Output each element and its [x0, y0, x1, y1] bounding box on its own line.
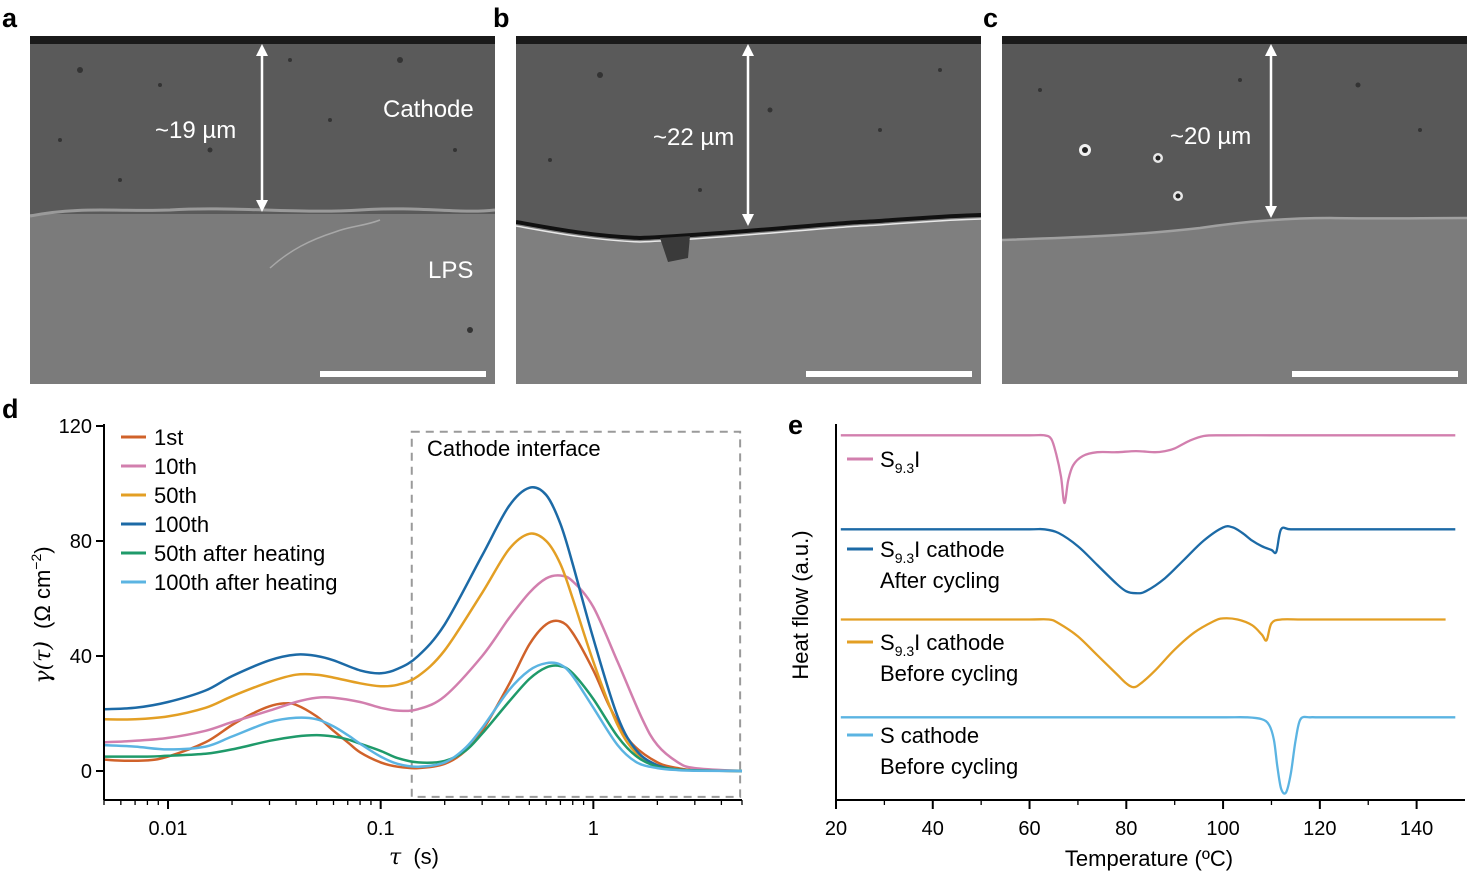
sem-image-b-crack-highlight	[516, 218, 981, 243]
chart-d-legend-entry: 1st	[154, 425, 183, 450]
panel-letter-d: d	[2, 394, 19, 424]
chart-e-legend-entry-part: S	[880, 447, 895, 472]
chart-d-legend-entry: 50th after heating	[154, 541, 325, 566]
chart-d-series-line-6	[104, 661, 743, 773]
sem-image-b-particles	[548, 68, 942, 192]
chart-e-legend-entry: Before cycling	[880, 661, 1018, 686]
chart-d-axes: 0 40 80 120 0.01 0.1 1	[59, 416, 743, 840]
sem-image-b-void	[660, 236, 690, 262]
chart-d: Cathode interface 0 40 80 120 0.01 0.1 1 1st 10…	[28, 416, 743, 870]
sem-image-c-particles	[1038, 78, 1422, 201]
panel-letter-b: b	[493, 3, 510, 33]
sem-image-b-top-edge	[516, 36, 981, 44]
chart-d-legend-entry: 100th	[154, 512, 209, 537]
sem-image-b-crack	[516, 213, 981, 241]
chart-d-ylabel: γ(τ) (Ω cm−2)	[28, 546, 56, 683]
scale-bar-a	[320, 371, 486, 377]
chart-d-series-line-4	[104, 486, 743, 773]
chart-e-series-line-3	[840, 617, 1446, 689]
chart-e-series-line-2	[840, 525, 1456, 595]
sem-image-c-interface	[1002, 216, 1467, 242]
chart-e-axes: 20 40 60 80 100 120 140	[825, 424, 1465, 840]
sem-image-c-top-edge	[1002, 36, 1467, 44]
sem-image-a-interface	[30, 207, 495, 218]
cathode-interface-box-rect	[410, 430, 742, 798]
chart-d-xtick-label: 1	[588, 818, 599, 840]
chart-e-legend-entry: Before cycling	[880, 754, 1018, 779]
chart-d-ylabel-unit-close: )	[30, 546, 55, 553]
chart-e-legend-entry: S cathode	[880, 723, 979, 748]
chart-e-xtick-label: 60	[1018, 818, 1040, 840]
thickness-label-a: ~19 µm	[155, 117, 236, 144]
chart-d-legend: 1st 10th 50th 100th 50th after heating 100th …	[121, 425, 337, 595]
chart-d-legend-entry: 10th	[154, 454, 197, 479]
chart-d-ylabel-symbol: γ(τ)	[31, 641, 56, 684]
thickness-arrow-a	[256, 44, 268, 212]
thickness-arrow-c	[1265, 44, 1277, 218]
chart-e-legend-entry-part: I cathode	[914, 630, 1005, 655]
chart-d-series-line-5	[104, 664, 743, 773]
chart-d-xlabel: τ (s)	[389, 844, 439, 870]
chart-d-xlabel-unit: (s)	[413, 844, 439, 869]
sem-image-a-top-edge	[30, 36, 495, 44]
chart-d-series	[104, 486, 743, 773]
chart-e-ylabel: Heat flow (a.u.)	[788, 530, 813, 679]
chart-d-ytick-label: 80	[70, 531, 92, 553]
panel-letter-a: a	[2, 3, 18, 33]
chart-e-legend-entry-part: S	[880, 537, 895, 562]
chart-e-xtick-label: 20	[825, 818, 847, 840]
chart-e-series	[840, 433, 1456, 795]
chart-d-ytick-label: 40	[70, 646, 92, 668]
region-label-lps: LPS	[428, 257, 473, 284]
scale-bar-c	[1292, 371, 1458, 377]
chart-e-legend-entry-sub: 9.3	[895, 643, 915, 659]
chart-e-legend-entry: After cycling	[880, 568, 1000, 593]
chart-e-xtick-label: 80	[1115, 818, 1137, 840]
chart-d-legend-entry: 100th after heating	[154, 570, 337, 595]
chart-e-xtick-label: 140	[1400, 818, 1433, 840]
chart-e-legend-entry: S9.3I	[880, 447, 920, 476]
chart-d-legend-entry: 50th	[154, 483, 197, 508]
chart-e-xtick-label: 120	[1303, 818, 1336, 840]
thickness-label-b: ~22 µm	[653, 124, 734, 151]
chart-e-series-line-1	[840, 433, 1456, 505]
chart-e-legend-entry-part: I	[914, 447, 920, 472]
chart-e-legend-entry-part: I cathode	[914, 537, 1005, 562]
chart-d-ytick-label: 0	[81, 761, 92, 783]
scale-bar-b	[806, 371, 972, 377]
cathode-interface-box	[410, 430, 742, 798]
region-label-cathode: Cathode	[383, 96, 474, 123]
chart-e-legend-entry-sub: 9.3	[895, 460, 915, 476]
chart-e-xtick-label: 40	[922, 818, 944, 840]
chart-d-series-line-3	[104, 532, 743, 773]
thickness-label-c: ~20 µm	[1170, 123, 1251, 150]
chart-e-legend-entry-sub: 9.3	[895, 550, 915, 566]
chart-e-legend-entry: S9.3I cathode	[880, 537, 1005, 566]
chart-d-xtick-label: 0.01	[149, 818, 188, 840]
chart-e-legend-entry: S9.3I cathode	[880, 630, 1005, 659]
chart-d-xlabel-symbol: τ	[389, 845, 402, 870]
thickness-arrow-b	[742, 44, 754, 226]
chart-d-series-line-2	[104, 574, 743, 773]
chart-e-xtick-label: 100	[1206, 818, 1239, 840]
chart-d-ylabel-unit: (Ω cm	[30, 570, 55, 629]
panel-letter-e: e	[788, 410, 803, 440]
sem-image-a-crack	[269, 219, 381, 269]
sem-image-a-particles	[58, 57, 473, 333]
sem-image-c-cathode-layer	[1002, 36, 1467, 240]
chart-e-series-line-4	[840, 715, 1456, 795]
chart-e-xlabel: Temperature (ºC)	[1065, 846, 1233, 871]
chart-d-xtick-label: 0.1	[367, 818, 395, 840]
cathode-interface-label: Cathode interface	[427, 436, 601, 461]
chart-d-ytick-label: 120	[59, 416, 92, 438]
sem-panel-c	[1002, 36, 1467, 384]
panel-letter-c: c	[983, 3, 998, 33]
chart-d-ylabel-unit-sup: −2	[28, 554, 44, 570]
chart-e-legend-entry-part: S	[880, 630, 895, 655]
